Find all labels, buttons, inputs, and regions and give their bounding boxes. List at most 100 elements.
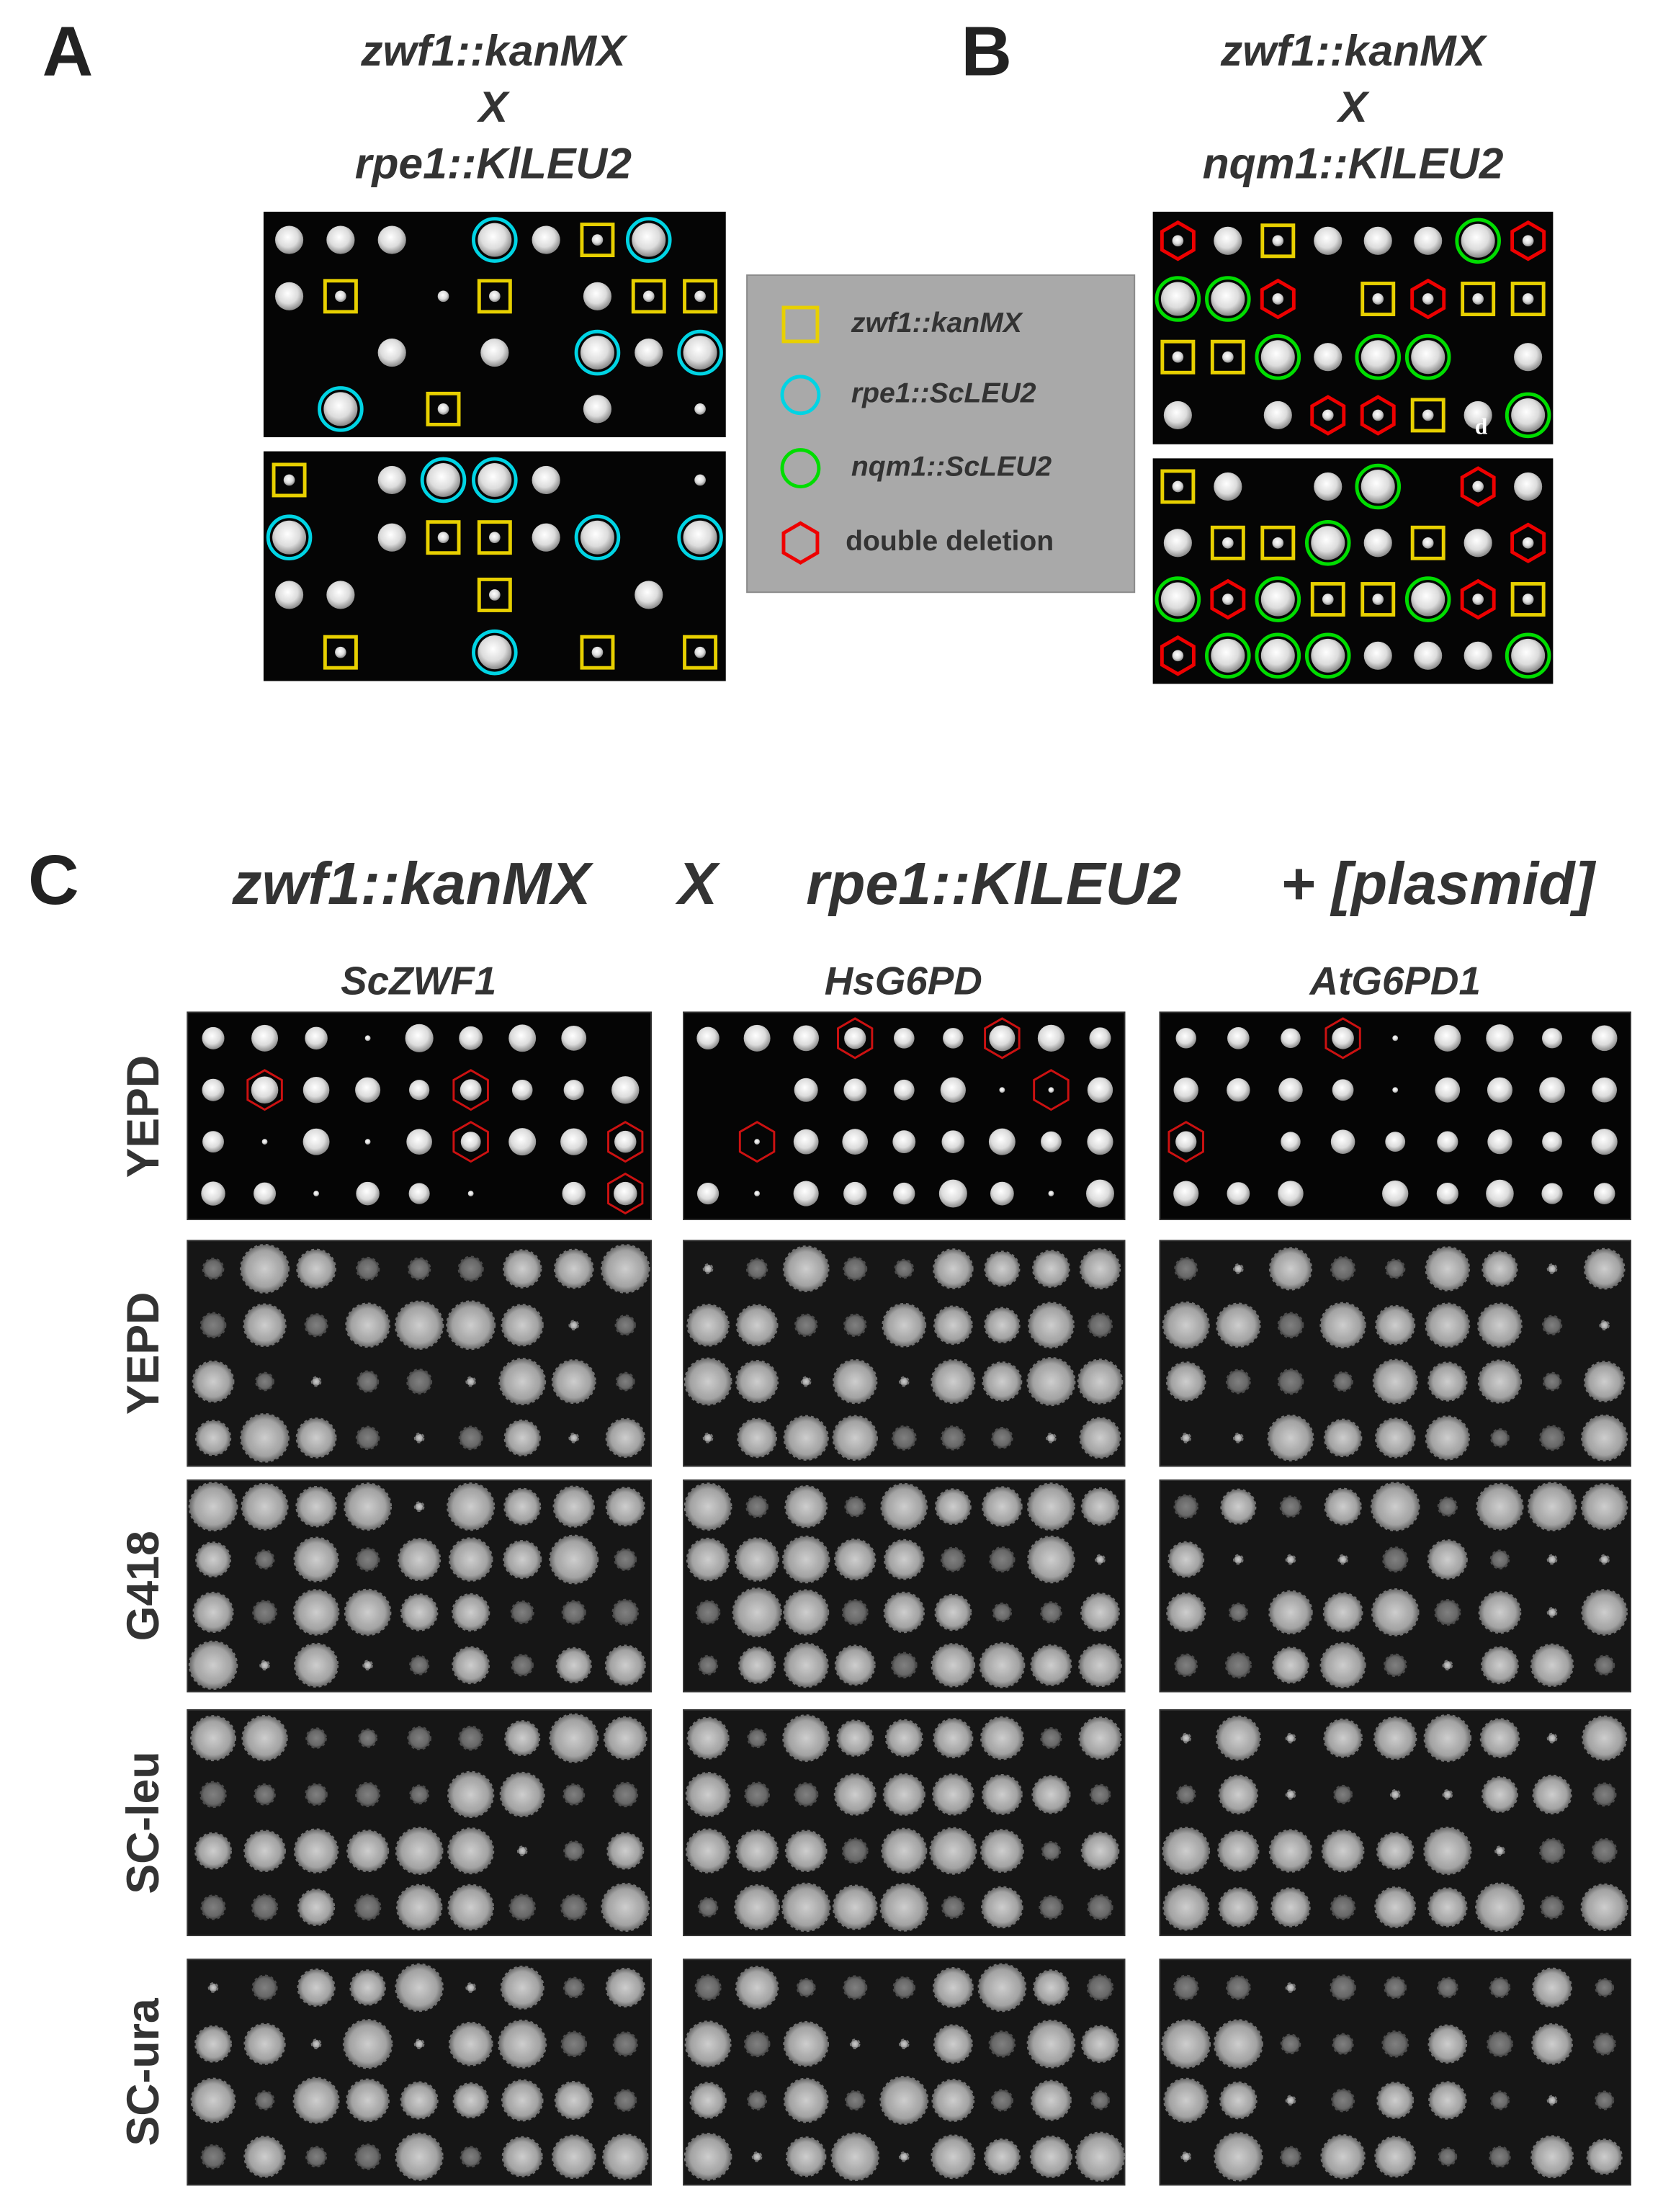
colony — [1173, 1181, 1199, 1206]
colony — [614, 1130, 637, 1153]
colony — [843, 1313, 867, 1337]
colony — [1539, 1425, 1566, 1451]
colony — [1490, 1428, 1510, 1448]
colony — [1414, 641, 1443, 670]
colony — [1173, 1078, 1198, 1103]
colony — [251, 1894, 279, 1921]
marker — [1410, 398, 1445, 433]
colony — [1314, 343, 1342, 372]
colony — [358, 1728, 378, 1748]
colony — [984, 1250, 1021, 1287]
colony — [326, 581, 355, 609]
colony — [1381, 2030, 1409, 2058]
colony — [1331, 2088, 1355, 2113]
colony — [1332, 1027, 1354, 1049]
colony — [933, 1305, 973, 1345]
colony — [1591, 1837, 1618, 1864]
colony — [1478, 1590, 1522, 1634]
colony — [735, 1966, 779, 2010]
colony — [830, 2132, 880, 2182]
colony — [992, 1602, 1013, 1623]
colony — [1279, 2146, 1301, 2168]
colony — [240, 1244, 290, 1294]
colony — [254, 1182, 277, 1205]
colony — [1477, 1359, 1523, 1404]
colony — [1592, 1782, 1617, 1807]
colony — [1363, 226, 1392, 255]
marker — [677, 329, 723, 376]
colony — [1087, 1312, 1113, 1338]
colony — [698, 1654, 719, 1675]
colony — [694, 1974, 722, 2002]
colony — [940, 1546, 966, 1572]
colony — [1599, 1554, 1610, 1565]
marker — [1510, 282, 1546, 316]
colony — [1079, 1248, 1121, 1290]
colony — [458, 1725, 484, 1751]
colony — [560, 1894, 588, 1921]
colony — [355, 1425, 380, 1451]
colony — [1086, 1179, 1114, 1208]
colony — [1372, 594, 1384, 605]
colony — [1162, 1827, 1211, 1876]
colony — [1321, 1829, 1365, 1873]
colony — [194, 1420, 232, 1456]
colony — [200, 1781, 227, 1809]
colony — [1542, 1132, 1562, 1152]
colony — [702, 1432, 714, 1443]
colony — [1031, 1775, 1071, 1814]
colony — [241, 1714, 288, 1762]
colony — [1461, 223, 1495, 258]
colony — [1218, 1774, 1259, 1815]
colony — [188, 1482, 238, 1532]
colony — [437, 532, 449, 544]
colony — [1087, 1129, 1113, 1155]
colony — [1285, 1982, 1296, 1993]
colony — [933, 2024, 973, 2064]
marker — [1324, 1017, 1361, 1060]
colony — [202, 1258, 225, 1280]
colony — [1330, 1974, 1356, 2001]
colony — [1175, 1028, 1196, 1049]
colony — [252, 1600, 277, 1625]
marker — [1255, 576, 1301, 622]
colony — [510, 1600, 534, 1624]
colony — [255, 1371, 274, 1392]
colony — [201, 1181, 225, 1206]
panel-title: zwf1::kanMX — [232, 851, 594, 917]
colony — [884, 1719, 923, 1757]
colony — [1530, 2135, 1574, 2179]
colony — [1087, 1894, 1113, 1921]
colony — [1480, 1646, 1519, 1685]
colony — [554, 2081, 593, 2121]
colony — [1595, 1978, 1615, 1997]
colony — [747, 1728, 767, 1748]
marker — [574, 329, 621, 376]
colony — [355, 1547, 380, 1572]
marker — [683, 635, 718, 670]
colony — [1530, 1643, 1574, 1688]
colony — [568, 1432, 580, 1443]
colony — [437, 403, 449, 415]
colony — [683, 1357, 732, 1406]
colony — [1385, 1132, 1406, 1152]
marker — [1360, 395, 1396, 436]
colony — [293, 1642, 339, 1688]
row-label: SC-ura — [118, 1997, 169, 2146]
colony — [1370, 1482, 1420, 1532]
colony — [833, 1773, 877, 1816]
colony — [532, 465, 560, 495]
colony — [202, 1026, 225, 1049]
colony — [1592, 1077, 1617, 1103]
colony — [793, 1129, 819, 1155]
colony — [1160, 282, 1195, 316]
colony — [1173, 1974, 1199, 2001]
marker — [1155, 276, 1201, 322]
colony — [580, 336, 614, 370]
colony — [881, 1827, 928, 1874]
colony — [457, 1255, 484, 1282]
colony — [1375, 1304, 1416, 1345]
colony — [190, 2077, 236, 2123]
colony — [1487, 1129, 1512, 1155]
